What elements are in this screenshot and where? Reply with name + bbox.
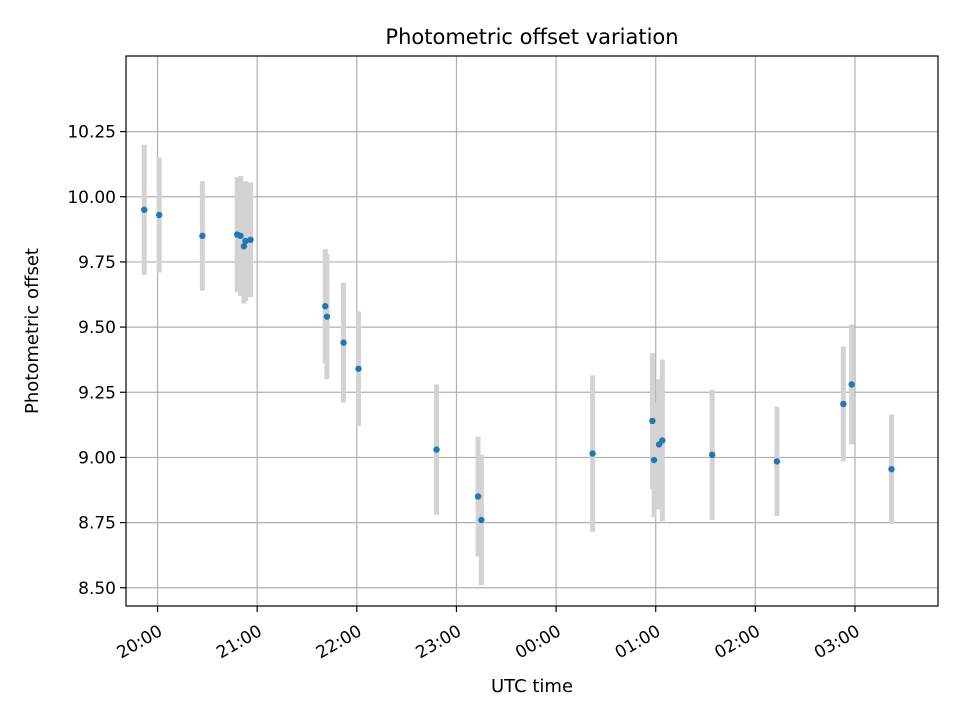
- data-point: [478, 516, 485, 524]
- data-point: [323, 313, 331, 320]
- y-tick-label: 9.75: [78, 253, 116, 273]
- y-tick-label: 9.25: [78, 383, 116, 403]
- y-axis-title: Photometric offset: [22, 248, 43, 414]
- data-point: [242, 237, 249, 245]
- data-point: [589, 450, 596, 457]
- data-point: [340, 339, 347, 346]
- data-point: [848, 381, 855, 388]
- y-tick-label: 8.75: [78, 514, 116, 534]
- y-tick-label: 9.50: [78, 318, 116, 338]
- data-point: [474, 493, 482, 500]
- y-tick-label: 9.00: [78, 448, 116, 468]
- data-point: [247, 236, 254, 243]
- data-point: [649, 417, 656, 425]
- data-point: [322, 303, 329, 310]
- data-point: [888, 465, 895, 473]
- data-point: [156, 211, 163, 219]
- data-point: [433, 446, 440, 453]
- y-tick-label: 10.00: [67, 188, 116, 208]
- data-point: [237, 232, 244, 240]
- data-point: [240, 243, 248, 250]
- x-axis-title: UTC time: [491, 676, 573, 697]
- data-points: [141, 206, 895, 524]
- y-tick-label: 10.25: [67, 123, 116, 143]
- y-tick-label: 8.50: [78, 579, 116, 599]
- data-point: [199, 232, 206, 240]
- data-point: [650, 456, 658, 464]
- data-point: [141, 206, 148, 213]
- data-point: [708, 451, 716, 459]
- data-point: [773, 458, 781, 465]
- chart-title: Photometric offset variation: [385, 25, 678, 49]
- data-point: [840, 400, 847, 408]
- data-point: [659, 437, 666, 444]
- data-point: [355, 365, 362, 372]
- y-axis-ticks: 8.50 8.75 9.00 9.25 9.50 9.75 10.00 10.25: [67, 123, 126, 599]
- plot-frame: [125, 55, 939, 607]
